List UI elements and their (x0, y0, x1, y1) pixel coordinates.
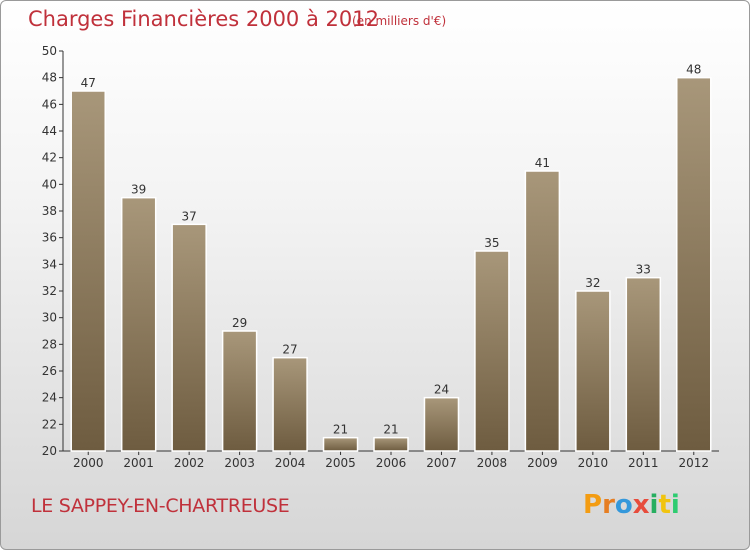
proxiti-logo[interactable]: Proxiti (583, 490, 680, 520)
bar-2012 (676, 76, 712, 452)
chart-subtitle: (en milliers d'€) (352, 14, 447, 28)
bar-2009 (524, 170, 561, 452)
data-label-2011: 33 (636, 263, 651, 277)
y-tick-label: 28 (42, 337, 57, 351)
y-tick-label: 30 (42, 311, 57, 325)
y-tick-label: 42 (42, 151, 57, 165)
logo-letter: i (649, 490, 659, 520)
y-tick-label: 44 (42, 124, 57, 138)
y-tick-label: 36 (42, 231, 57, 245)
x-tick-label: 2003 (224, 456, 255, 470)
y-tick-label: 26 (42, 364, 57, 378)
y-tick-label: 34 (42, 257, 57, 271)
y-tick-label: 50 (42, 44, 57, 58)
y-tick-label: 40 (42, 177, 57, 191)
logo-letter: r (602, 490, 615, 520)
data-label-2002: 37 (182, 209, 197, 223)
logo-letter: P (583, 490, 603, 520)
bar-2002 (171, 223, 207, 452)
logo-letter: t (658, 490, 671, 520)
x-tick-label: 2008 (477, 456, 508, 470)
x-tick-label: 2004 (275, 456, 306, 470)
bar-2001 (120, 196, 157, 452)
commune-name: LE SAPPEY-EN-CHARTREUSE (31, 495, 290, 517)
bar-2005 (322, 436, 359, 452)
y-tick-label: 32 (42, 284, 57, 298)
x-tick-label: 2005 (325, 456, 356, 470)
bar-2007 (423, 396, 460, 452)
chart-title: Charges Financières 2000 à 2012 (28, 7, 379, 31)
bar-2004 (272, 356, 308, 452)
logo-letter: x (632, 490, 650, 520)
y-tick-label: 48 (42, 71, 57, 85)
y-tick-label: 20 (42, 444, 57, 458)
data-label-2006: 21 (383, 423, 398, 437)
axes: 20 22 24 26 28 30 32 34 36 38 40 42 44 46 48 50 2000 2001… (42, 44, 719, 470)
x-tick-label: 2007 (426, 456, 457, 470)
x-tick-label: 2001 (123, 456, 154, 470)
x-tick-label: 2000 (73, 456, 104, 470)
data-labels: 47 39 37 29 27 21 21 24 35 41 32 33 48 (81, 63, 702, 437)
bar-2006 (373, 436, 409, 452)
data-label-2005: 21 (333, 423, 348, 437)
data-label-2000: 47 (81, 76, 96, 90)
bar-2011 (625, 276, 662, 452)
x-tick-label: 2010 (578, 456, 609, 470)
logo-letter: i (670, 490, 680, 520)
data-label-2012: 48 (686, 63, 701, 77)
bar-2010 (575, 290, 611, 452)
bar-2000 (70, 90, 106, 452)
bar-2003 (221, 330, 258, 452)
y-tick-label: 38 (42, 204, 57, 218)
logo-letter: o (614, 490, 633, 520)
x-tick-label: 2002 (174, 456, 205, 470)
data-label-2001: 39 (131, 183, 146, 197)
y-tick-label: 46 (42, 97, 57, 111)
data-label-2009: 41 (535, 156, 550, 170)
y-tick-label: 22 (42, 417, 57, 431)
data-label-2010: 32 (585, 276, 600, 290)
y-tick-label: 24 (42, 391, 57, 405)
bar-2008 (474, 250, 510, 452)
data-label-2004: 27 (282, 343, 297, 357)
data-label-2003: 29 (232, 316, 247, 330)
bars (70, 76, 712, 452)
x-tick-label: 2006 (376, 456, 407, 470)
x-tick-label: 2012 (678, 456, 709, 470)
x-tick-label: 2011 (628, 456, 659, 470)
x-tick-label: 2009 (527, 456, 558, 470)
data-label-2008: 35 (484, 236, 499, 250)
data-label-2007: 24 (434, 383, 449, 397)
